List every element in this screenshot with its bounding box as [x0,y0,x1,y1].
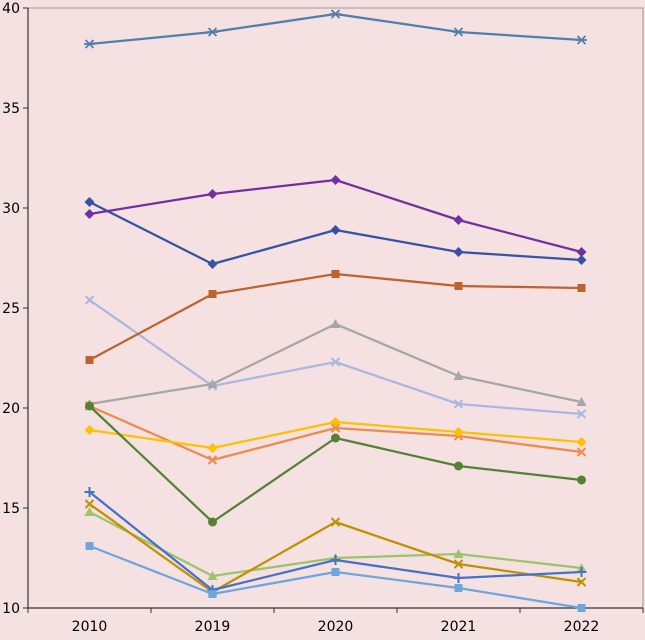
data-point-marker [576,447,587,457]
series-green-circle [85,401,586,527]
data-point-marker [330,319,341,328]
data-point-marker [454,461,463,471]
data-point-marker [84,295,95,305]
data-point-marker [84,507,95,516]
data-point-marker [576,35,587,45]
data-point-marker [576,255,587,265]
data-point-marker [453,427,464,437]
data-point-marker [330,175,341,185]
data-point-marker [453,559,464,569]
y-tick-label: 25 [2,301,20,317]
x-tick-label: 2022 [564,619,600,635]
data-point-marker [330,555,341,565]
data-point-marker [207,379,218,388]
data-point-marker [576,409,587,419]
series-navy-diamond [84,197,587,269]
data-point-marker [331,433,340,443]
data-point-marker [330,225,341,235]
data-point-marker [207,443,218,453]
data-point-marker [576,437,587,447]
data-point-marker [453,399,464,409]
data-point-marker [454,282,463,290]
series-lightblue-square [85,542,586,612]
data-point-marker [207,571,218,580]
data-point-marker [576,247,587,257]
data-point-marker [454,584,463,592]
data-point-marker [330,517,341,527]
data-point-marker [208,290,217,298]
data-point-marker [577,604,586,612]
y-tick-label: 40 [2,1,20,17]
data-point-marker [207,27,218,37]
data-point-marker [208,590,217,598]
data-point-marker [331,270,340,278]
series-periwinkle-x [84,295,587,419]
data-point-marker [453,573,464,583]
data-point-marker [85,542,94,550]
data-point-marker [330,423,341,433]
data-point-marker [453,549,464,558]
data-point-marker [453,27,464,37]
data-point-marker [85,401,94,411]
x-tick-label: 2010 [72,619,108,635]
data-point-marker [331,568,340,576]
series-purple-diamond [84,175,587,257]
data-point-marker [576,397,587,406]
data-point-marker [84,487,95,497]
y-tick-label: 20 [2,401,20,417]
data-point-marker [207,189,218,199]
y-tick-label: 10 [2,601,20,617]
data-point-marker [576,567,587,577]
data-point-marker [577,475,586,485]
data-point-marker [453,247,464,257]
data-point-marker [330,417,341,427]
data-point-marker [84,39,95,49]
y-tick-label: 15 [2,501,20,517]
y-tick-label: 35 [2,101,20,117]
data-point-marker [84,425,95,435]
x-tick-label: 2020 [318,619,354,635]
data-point-marker [84,209,95,219]
y-tick-label: 30 [2,201,20,217]
series-steelblue-asterisk [84,9,587,49]
data-point-marker [577,284,586,292]
data-point-marker [84,499,95,509]
data-point-marker [84,197,95,207]
data-point-marker [576,577,587,587]
x-tick-label: 2021 [441,619,477,635]
data-point-marker [207,455,218,465]
data-point-marker [85,356,94,364]
series-gold-diamond [84,417,587,453]
data-point-marker [453,215,464,225]
data-point-marker [330,357,341,367]
data-point-marker [208,517,217,527]
data-point-marker [207,259,218,269]
data-point-marker [453,371,464,380]
data-point-marker [330,9,341,19]
x-tick-label: 2019 [195,619,231,635]
series-rust-square [85,270,586,364]
series-blue-plus [84,487,587,595]
